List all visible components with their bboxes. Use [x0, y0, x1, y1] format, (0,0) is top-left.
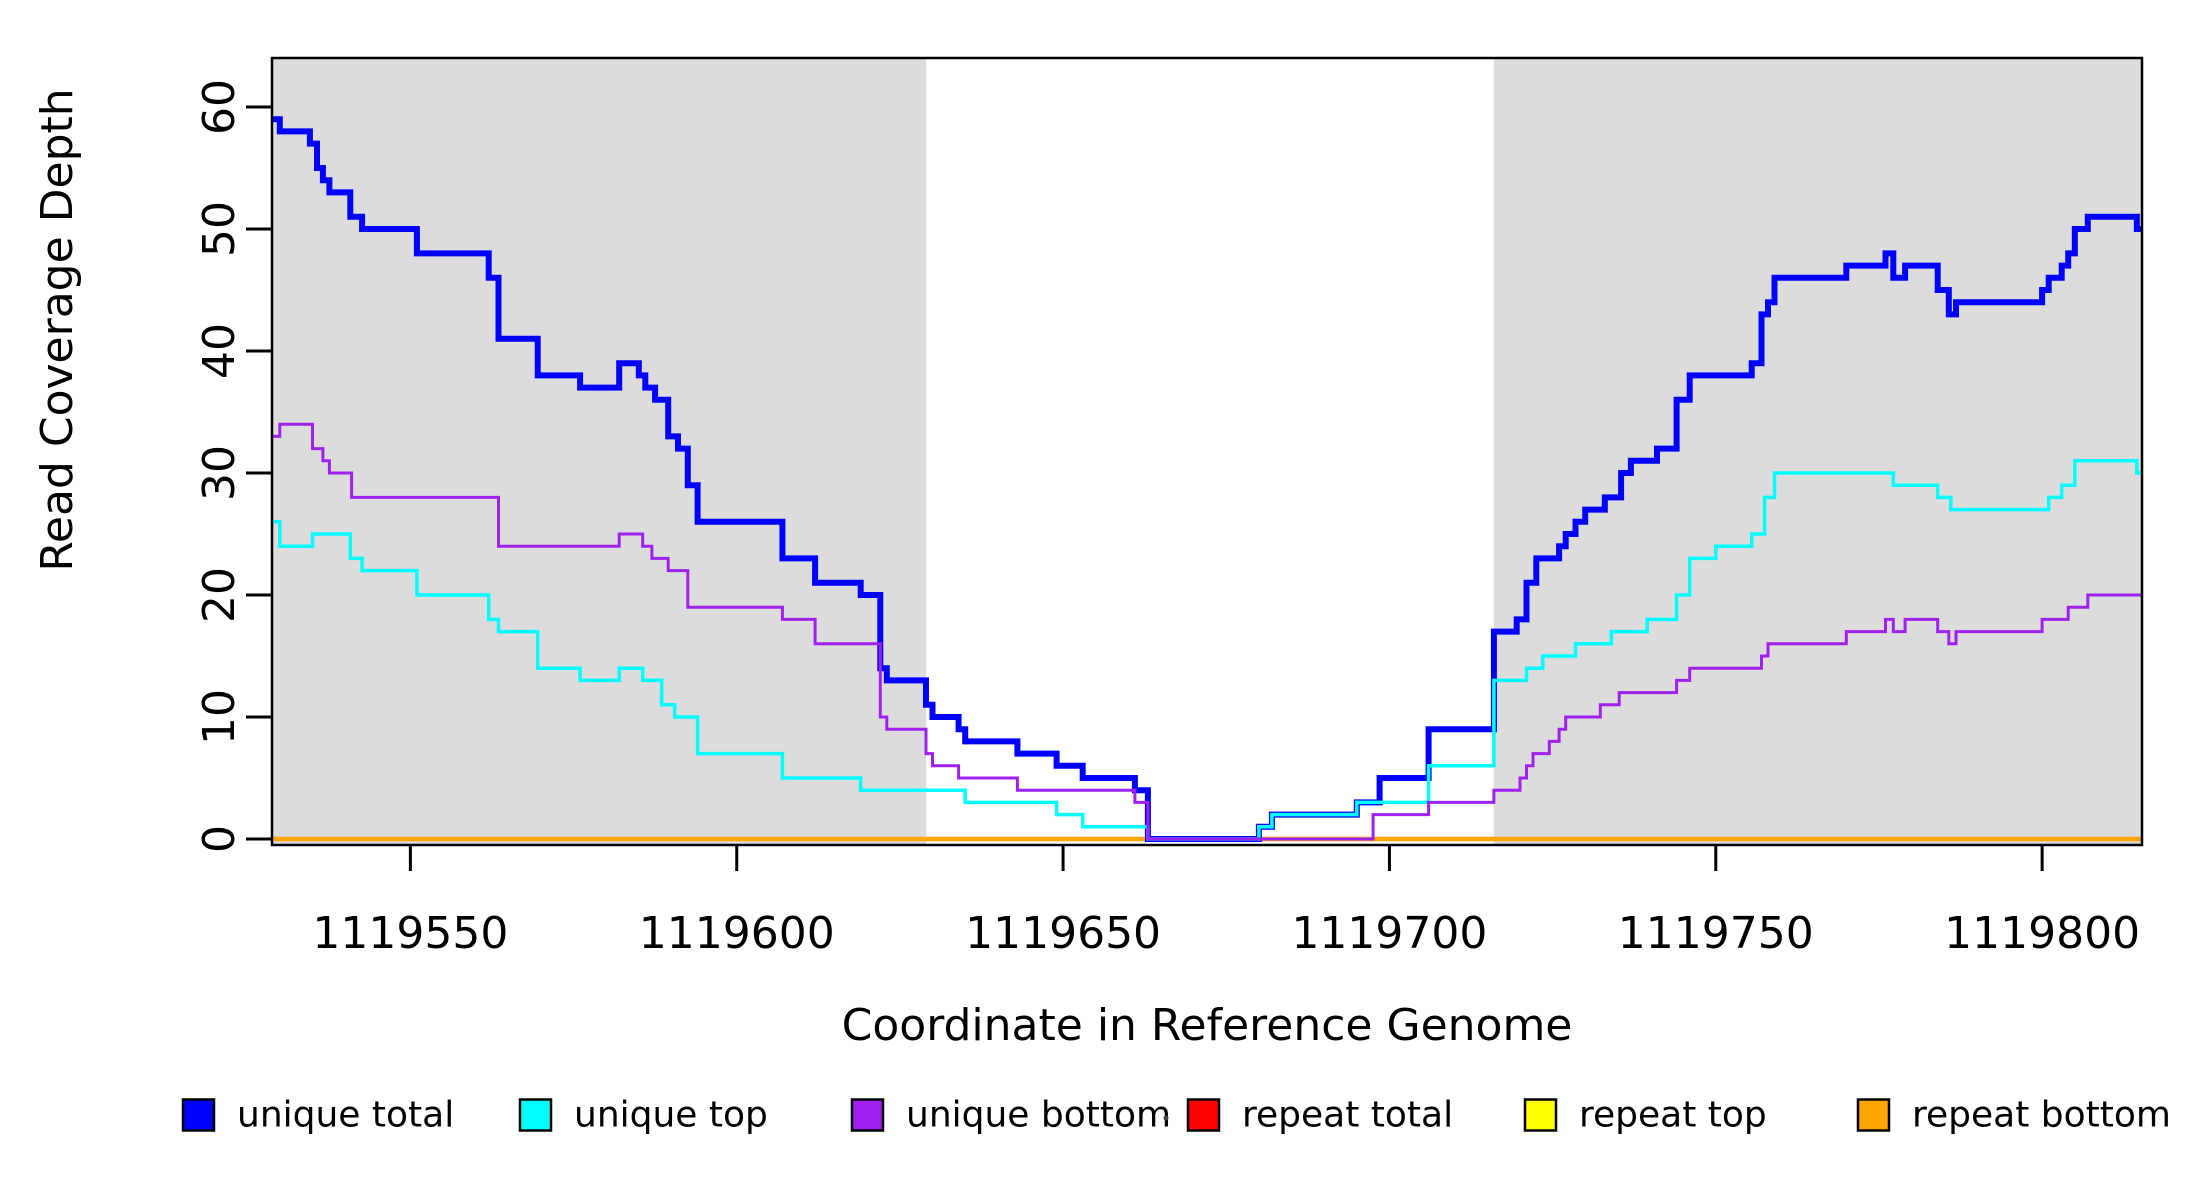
y-tick-label: 40: [194, 323, 245, 379]
legend-swatch-unique-bottom: [850, 1098, 885, 1132]
coverage-series: [272, 116, 2142, 842]
y-axis-title: Read Coverage Depth: [32, 88, 83, 571]
chart-legend: unique total unique top unique bottom repea…: [181, 1095, 2171, 1136]
x-tick-label: 1119600: [639, 908, 835, 959]
axes-ticks: 1119550 1119600 1119650 1119700 1119750 11198…: [194, 79, 2140, 959]
y-tick-label: 10: [194, 689, 245, 745]
plot-border: [270, 56, 2144, 847]
x-tick-label: 1119800: [1944, 908, 2140, 959]
legend-label-unique-top: unique top: [574, 1095, 768, 1136]
y-tick-label: 20: [194, 567, 245, 623]
x-tick-label: 1119700: [1291, 908, 1487, 959]
legend-label-repeat-bottom: repeat bottom: [1912, 1095, 2171, 1136]
x-tick-label: 1119750: [1618, 908, 1814, 959]
legend-label-repeat-top: repeat top: [1579, 1095, 1767, 1136]
repeat-region-shading: [272, 58, 2142, 845]
legend-label-unique-total: unique total: [237, 1095, 454, 1136]
y-tick-label: 50: [194, 201, 245, 257]
legend-label-repeat-total: repeat total: [1242, 1095, 1453, 1136]
legend-swatch-repeat-top: [1523, 1098, 1558, 1132]
shaded-band-left-repeat-flank: [272, 58, 927, 845]
y-tick-label: 0: [194, 825, 245, 853]
y-tick-label: 60: [194, 79, 245, 135]
legend-label-unique-bottom: unique bottom: [906, 1095, 1171, 1136]
legend-swatch-unique-top: [518, 1098, 553, 1132]
legend-swatch-repeat-bottom: [1856, 1098, 1891, 1132]
legend-swatch-repeat-total: [1186, 1098, 1221, 1132]
x-axis-title: Coordinate in Reference Genome: [842, 1000, 1573, 1051]
stray-mark: [1163, 1115, 1169, 1121]
y-tick-label: 30: [194, 445, 245, 501]
shaded-band-right-repeat-flank: [1493, 58, 2142, 845]
x-tick-label: 1119650: [965, 908, 1161, 959]
series-unique-top: [272, 459, 2142, 841]
legend-swatch-unique-total: [181, 1098, 216, 1132]
x-tick-label: 1119550: [312, 908, 508, 959]
series-unique-bottom: [272, 422, 2142, 841]
